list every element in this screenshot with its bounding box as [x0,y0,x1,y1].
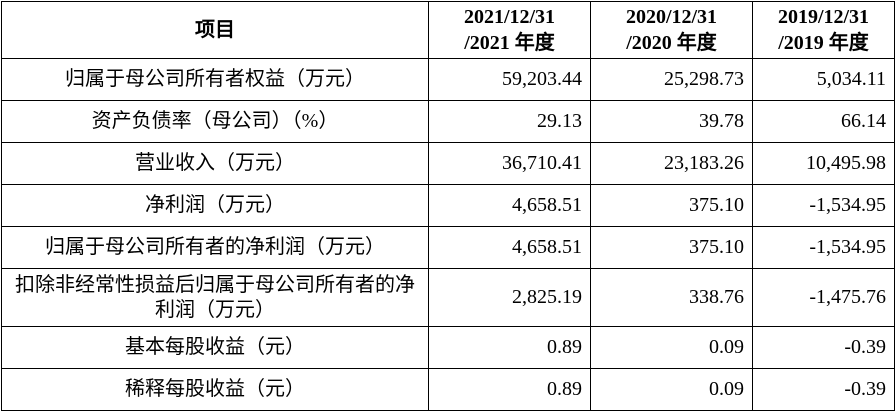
value-cell: 0.09 [590,368,753,411]
table-row: 归属于母公司所有者的净利润（万元） 4,658.51 375.10 -1,534.95 [1,226,895,269]
value-cell: -0.39 [752,326,895,369]
row-label: 营业收入（万元） [1,142,429,185]
value-cell: 4,658.51 [428,184,591,227]
table-row: 营业收入（万元） 36,710.41 23,183.26 10,495.98 [1,142,895,185]
row-label: 归属于母公司所有者权益（万元） [1,58,429,101]
value-cell: -1,534.95 [752,184,895,227]
value-cell: 66.14 [752,100,895,143]
header-cell: 2021/12/31/2021 年度 [428,1,591,59]
value-cell: 375.10 [590,184,753,227]
value-cell: 375.10 [590,226,753,269]
header-cell: 项目 [1,1,429,59]
value-cell: 29.13 [428,100,591,143]
value-cell: 39.78 [590,100,753,143]
header-cell: 2020/12/31/2020 年度 [590,1,753,59]
value-cell: 0.89 [428,326,591,369]
value-cell: 0.89 [428,368,591,411]
table-row: 净利润（万元） 4,658.51 375.10 -1,534.95 [1,184,895,227]
row-label: 稀释每股收益（元） [1,368,429,411]
row-label: 扣除非经常性损益后归属于母公司所有者的净利润（万元） [1,268,429,327]
header-text: 2020/12/31 [625,6,718,28]
value-cell: 5,034.11 [752,58,895,101]
header-text: /2021 年度 [464,32,555,54]
header-text: /2019 年度 [778,32,869,54]
value-cell: 36,710.41 [428,142,591,185]
header-text: 项目 [195,19,235,41]
value-cell: 59,203.44 [428,58,591,101]
value-cell: -1,475.76 [752,268,895,327]
table-row: 基本每股收益（元） 0.89 0.09 -0.39 [1,326,895,369]
table-row: 资产负债率（母公司）（%） 29.13 39.78 66.14 [1,100,895,143]
value-cell: 338.76 [590,268,753,327]
table-row: 扣除非经常性损益后归属于母公司所有者的净利润（万元） 2,825.19 338.76… [1,268,895,327]
row-label: 归属于母公司所有者的净利润（万元） [1,226,429,269]
value-cell: 10,495.98 [752,142,895,185]
header-cell: 2019/12/31/2019 年度 [752,1,895,59]
header-text: 2021/12/31 [463,6,556,28]
header-text: /2020 年度 [626,32,717,54]
header-text: 2019/12/31 [777,6,870,28]
value-cell: 23,183.26 [590,142,753,185]
value-cell: 0.09 [590,326,753,369]
value-cell: -0.39 [752,368,895,411]
value-cell: 25,298.73 [590,58,753,101]
row-label: 资产负债率（母公司）（%） [1,100,429,143]
value-cell: 4,658.51 [428,226,591,269]
row-label: 基本每股收益（元） [1,326,429,369]
value-cell: 2,825.19 [428,268,591,327]
header-row: 项目 2021/12/31/2021 年度 2020/12/31/2020 年度 20… [1,1,895,59]
value-cell: -1,534.95 [752,226,895,269]
table-row: 归属于母公司所有者权益（万元） 59,203.44 25,298.73 5,034.1… [1,58,895,101]
row-label: 净利润（万元） [1,184,429,227]
table-row: 稀释每股收益（元） 0.89 0.09 -0.39 [1,368,895,411]
